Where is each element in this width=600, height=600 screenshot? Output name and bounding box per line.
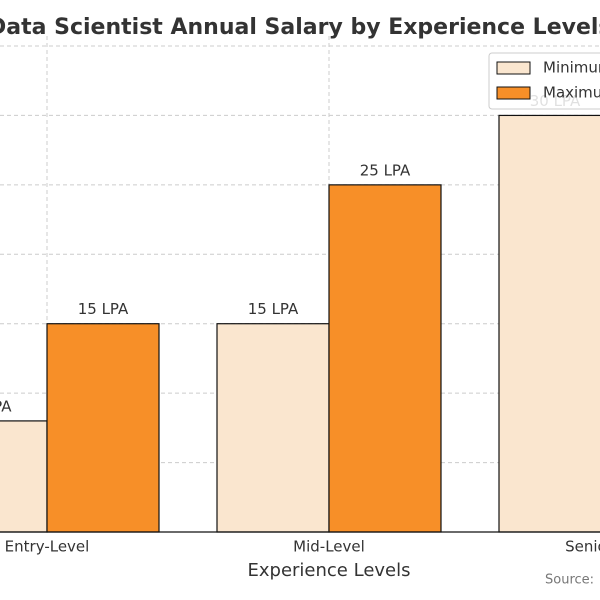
x-tick-label: Senior-Level (565, 538, 600, 556)
value-label: 25 LPA (360, 161, 411, 179)
legend-label: Maximum (543, 84, 600, 102)
chart-title: Data Scientist Annual Salary by Experien… (0, 15, 600, 40)
bar (46, 323, 160, 533)
legend-swatch (496, 61, 531, 75)
bar (328, 184, 442, 533)
bar (498, 114, 600, 533)
x-axis-label: Experience Levels (248, 560, 411, 581)
bar (216, 323, 330, 533)
value-label: 8 LPA (0, 397, 12, 415)
legend-swatch (496, 86, 531, 100)
value-label: 15 LPA (78, 300, 129, 318)
x-tick-label: Mid-Level (293, 538, 365, 556)
x-tick-label: Entry-Level (5, 538, 90, 556)
source-note: Source: (545, 573, 594, 588)
value-label: 15 LPA (248, 300, 299, 318)
legend-label: Minimum (543, 59, 600, 77)
bar (0, 420, 48, 533)
